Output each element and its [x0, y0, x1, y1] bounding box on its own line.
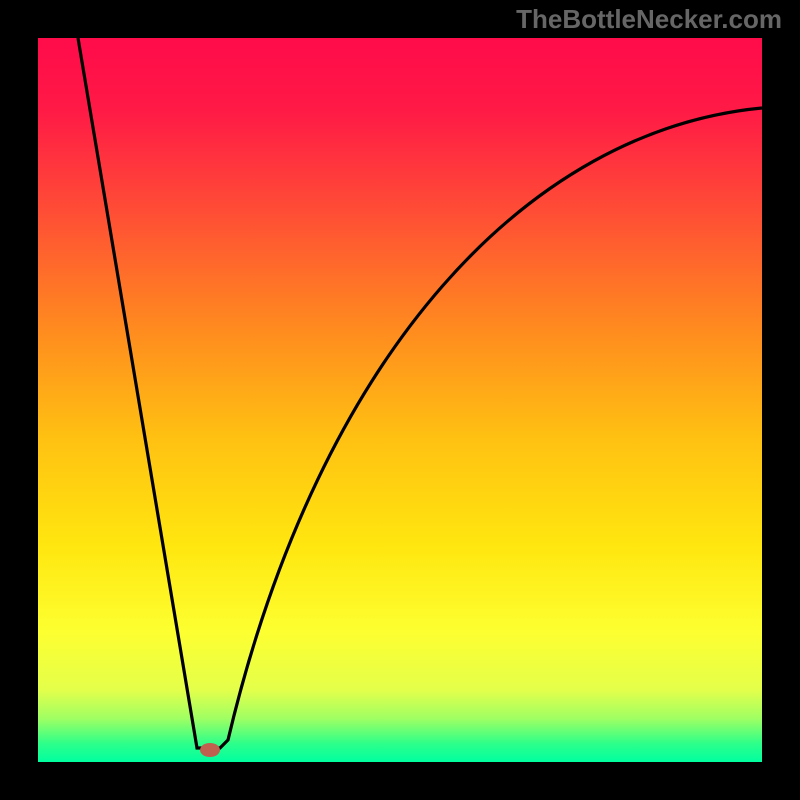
optimal-point-marker — [200, 743, 220, 757]
bottleneck-curve-chart — [0, 0, 800, 800]
gradient-background — [38, 38, 762, 762]
chart-container: TheBottleNecker.com — [0, 0, 800, 800]
attribution-text: TheBottleNecker.com — [516, 4, 782, 35]
